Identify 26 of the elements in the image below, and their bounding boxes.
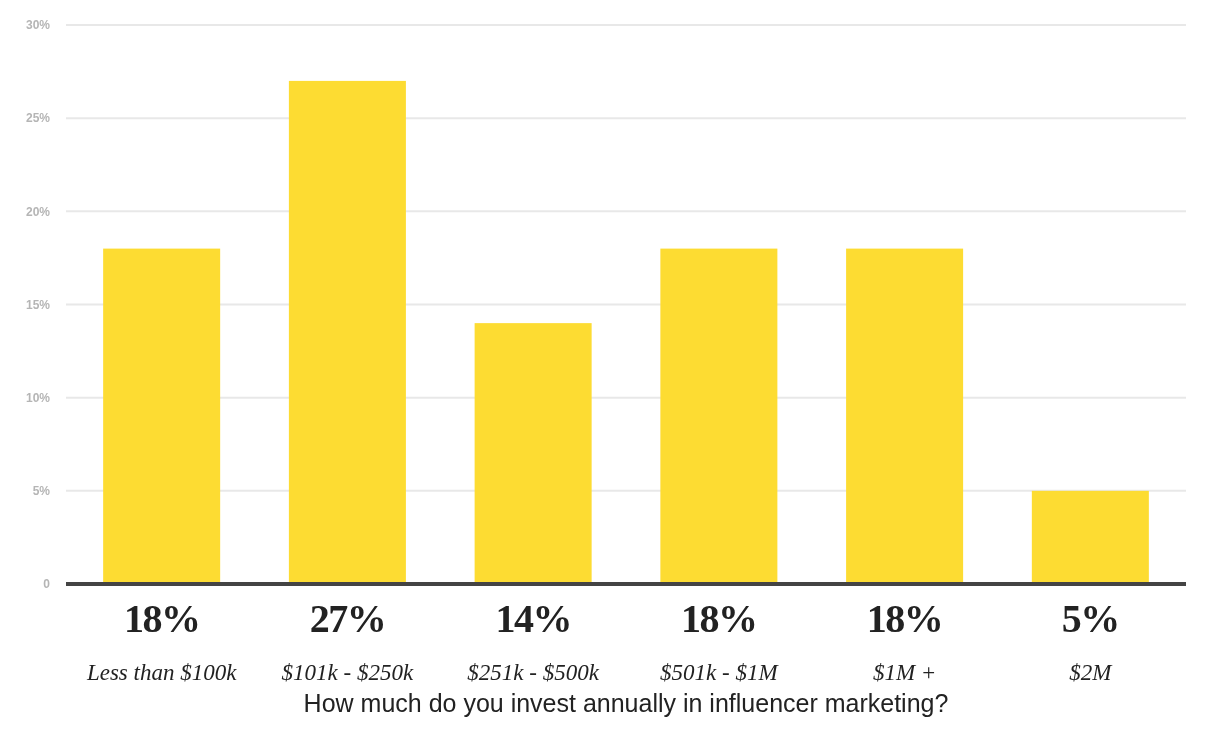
x-tick-label: Less than $100k [85, 660, 238, 685]
data-label: 14% [495, 596, 571, 641]
data-label: 18% [123, 596, 200, 641]
x-axis-title: How much do you invest annually in influencer marketing? [303, 689, 949, 717]
y-tick-label: 0 [43, 577, 51, 592]
y-tick-label: 10% [25, 390, 51, 405]
x-tick-label: $501k - $1M [660, 660, 780, 685]
x-tick-label: $1M + [872, 660, 937, 685]
y-tick-label: 25% [25, 111, 51, 126]
y-tick-label: 20% [25, 204, 51, 219]
y-tick-label: 15% [25, 297, 51, 312]
bar [103, 248, 221, 584]
bar [846, 248, 964, 584]
data-label: 27% [309, 596, 386, 641]
data-label: 18% [681, 596, 757, 641]
x-tick-label: $251k - $500k [467, 660, 600, 685]
y-tick-label: 30% [25, 18, 51, 33]
x-tick-label: $2M [1069, 660, 1114, 685]
bar [474, 323, 592, 584]
data-label: 18% [866, 596, 943, 641]
data-label: 5% [1061, 596, 1119, 641]
y-tick-label: 5% [32, 484, 51, 499]
x-tick-label: $101k - $250k [281, 660, 414, 685]
bar [660, 248, 778, 584]
bar [1031, 490, 1149, 584]
bar [288, 80, 406, 584]
